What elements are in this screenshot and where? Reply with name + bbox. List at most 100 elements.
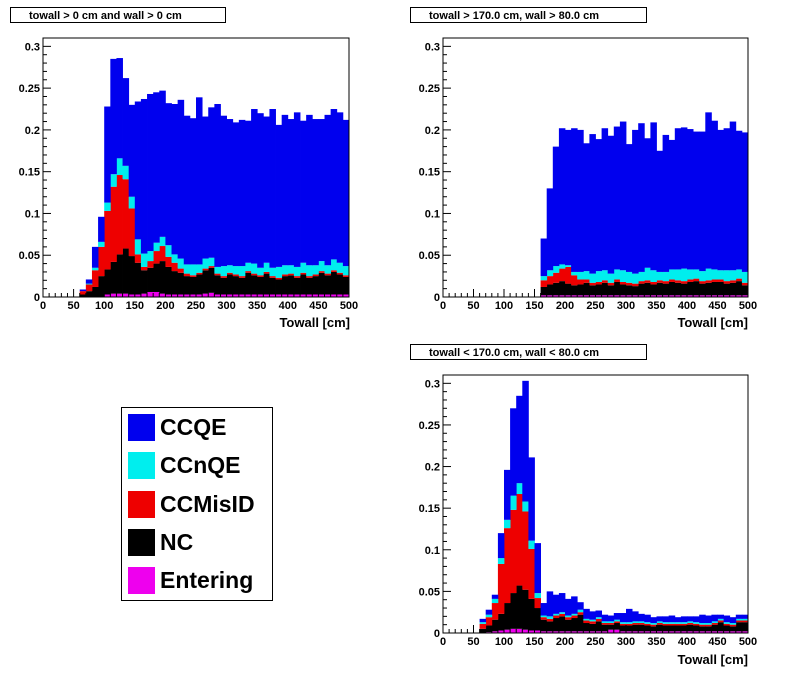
bar-nc xyxy=(729,626,737,632)
legend-item-ccmisid: CCMisID xyxy=(128,489,255,519)
bar-ccnqe xyxy=(644,622,651,624)
bar-ccnqe xyxy=(565,265,572,267)
bar-ccqe xyxy=(693,131,700,270)
y-tick-label: 0.2 xyxy=(425,125,440,137)
bar-nc xyxy=(668,625,676,632)
bar-nc xyxy=(251,275,258,295)
bar-ccnqe xyxy=(577,271,584,280)
bar-ccqe xyxy=(104,106,111,203)
bar-ccnqe xyxy=(619,270,627,282)
pad3-title: towall < 170.0 cm, wall < 80.0 cm xyxy=(410,344,647,360)
bar-ccqe xyxy=(516,395,523,484)
bar-ccqe xyxy=(306,114,313,266)
x-tick-label: 250 xyxy=(586,636,604,648)
bar-entering xyxy=(668,295,676,297)
bar-nc xyxy=(238,277,246,295)
bar-ccnqe xyxy=(583,618,590,621)
bar-nc xyxy=(595,621,602,632)
bar-nc xyxy=(522,589,529,630)
x-tick-label: 250 xyxy=(187,300,205,312)
bar-nc xyxy=(662,283,670,296)
bar-nc xyxy=(147,267,154,292)
x-tick-label: 450 xyxy=(708,300,726,312)
bar-nc xyxy=(318,272,325,295)
bar-nc xyxy=(699,626,706,632)
bar-ccnqe xyxy=(196,264,203,273)
bar-ccnqe xyxy=(177,258,185,269)
bar-ccnqe xyxy=(638,271,645,282)
bar-ccnqe xyxy=(336,262,344,273)
chart-1: 0 50 100 150 200 250 300 350 400 450 500 0 0.05 0.1 0.… xyxy=(19,37,358,330)
bar-entering xyxy=(735,295,743,297)
legend-label-ccnqe: CCnQE xyxy=(160,451,241,478)
bar-entering xyxy=(208,292,215,297)
bar-ccnqe xyxy=(607,621,615,624)
bar-ccqe xyxy=(668,615,676,623)
bar-ccmisid xyxy=(583,279,590,283)
bar-ccqe xyxy=(650,122,657,271)
bar-nc xyxy=(220,277,227,295)
bar-ccqe xyxy=(546,188,554,271)
bar-entering xyxy=(238,294,246,297)
bar-ccqe xyxy=(540,603,548,616)
bar-entering xyxy=(711,295,718,297)
bar-ccnqe xyxy=(287,265,295,274)
bar-ccnqe xyxy=(650,270,657,282)
bar-ccmisid xyxy=(134,254,142,263)
bar-ccnqe xyxy=(153,242,160,252)
bar-ccqe xyxy=(226,119,234,266)
bar-entering xyxy=(516,628,523,633)
bar-ccmisid xyxy=(595,618,602,622)
bar-nc xyxy=(98,276,105,297)
bar-ccnqe xyxy=(632,273,639,284)
y-tick-label: 0.3 xyxy=(425,41,440,53)
x-tick-label: 450 xyxy=(708,636,726,648)
bar-entering xyxy=(232,294,240,297)
bar-nc xyxy=(626,285,633,296)
bar-entering xyxy=(281,294,289,297)
y-tick-label: 0.05 xyxy=(419,586,440,598)
bar-ccqe xyxy=(504,469,511,520)
bar-entering xyxy=(729,295,737,297)
x-tick-label: 300 xyxy=(617,300,635,312)
bar-entering xyxy=(717,295,724,297)
bar-ccqe xyxy=(552,146,560,267)
bar-nc xyxy=(735,622,743,632)
bar-entering xyxy=(153,291,160,297)
bar-ccqe xyxy=(91,246,99,268)
bar-ccnqe xyxy=(220,266,227,277)
bar-ccqe xyxy=(595,139,602,272)
bar-ccqe xyxy=(528,457,535,541)
bar-ccnqe xyxy=(98,241,105,247)
bar-entering xyxy=(177,294,185,297)
bar-ccqe xyxy=(644,614,651,623)
bar-ccmisid xyxy=(540,617,548,620)
y-tick-label: 0 xyxy=(434,628,440,640)
bar-ccqe xyxy=(263,116,270,263)
bar-nc xyxy=(717,281,724,296)
bar-nc xyxy=(729,282,737,296)
bar-ccnqe xyxy=(571,613,578,616)
bar-ccmisid xyxy=(516,494,523,586)
bar-entering xyxy=(552,631,560,633)
x-tick-label: 350 xyxy=(647,636,665,648)
bar-ccmisid xyxy=(497,563,505,614)
bar-entering xyxy=(583,295,590,297)
bar-ccmisid xyxy=(577,612,584,615)
bar-ccqe xyxy=(619,613,627,623)
bar-entering xyxy=(306,294,313,297)
bar-ccqe xyxy=(741,132,749,272)
bar-ccqe xyxy=(281,114,289,266)
bar-ccmisid xyxy=(674,280,682,283)
bar-ccnqe xyxy=(134,239,142,255)
x-axis-label: Towall [cm] xyxy=(279,315,350,330)
bar-ccqe xyxy=(214,104,221,267)
bar-nc xyxy=(116,254,123,294)
bar-ccmisid xyxy=(699,281,706,284)
bar-ccmisid xyxy=(534,598,541,609)
bar-ccnqe xyxy=(546,270,554,277)
bar-ccnqe xyxy=(723,622,731,624)
bar-ccqe xyxy=(650,617,657,624)
bar-ccnqe xyxy=(650,623,657,625)
bar-entering xyxy=(312,294,319,297)
